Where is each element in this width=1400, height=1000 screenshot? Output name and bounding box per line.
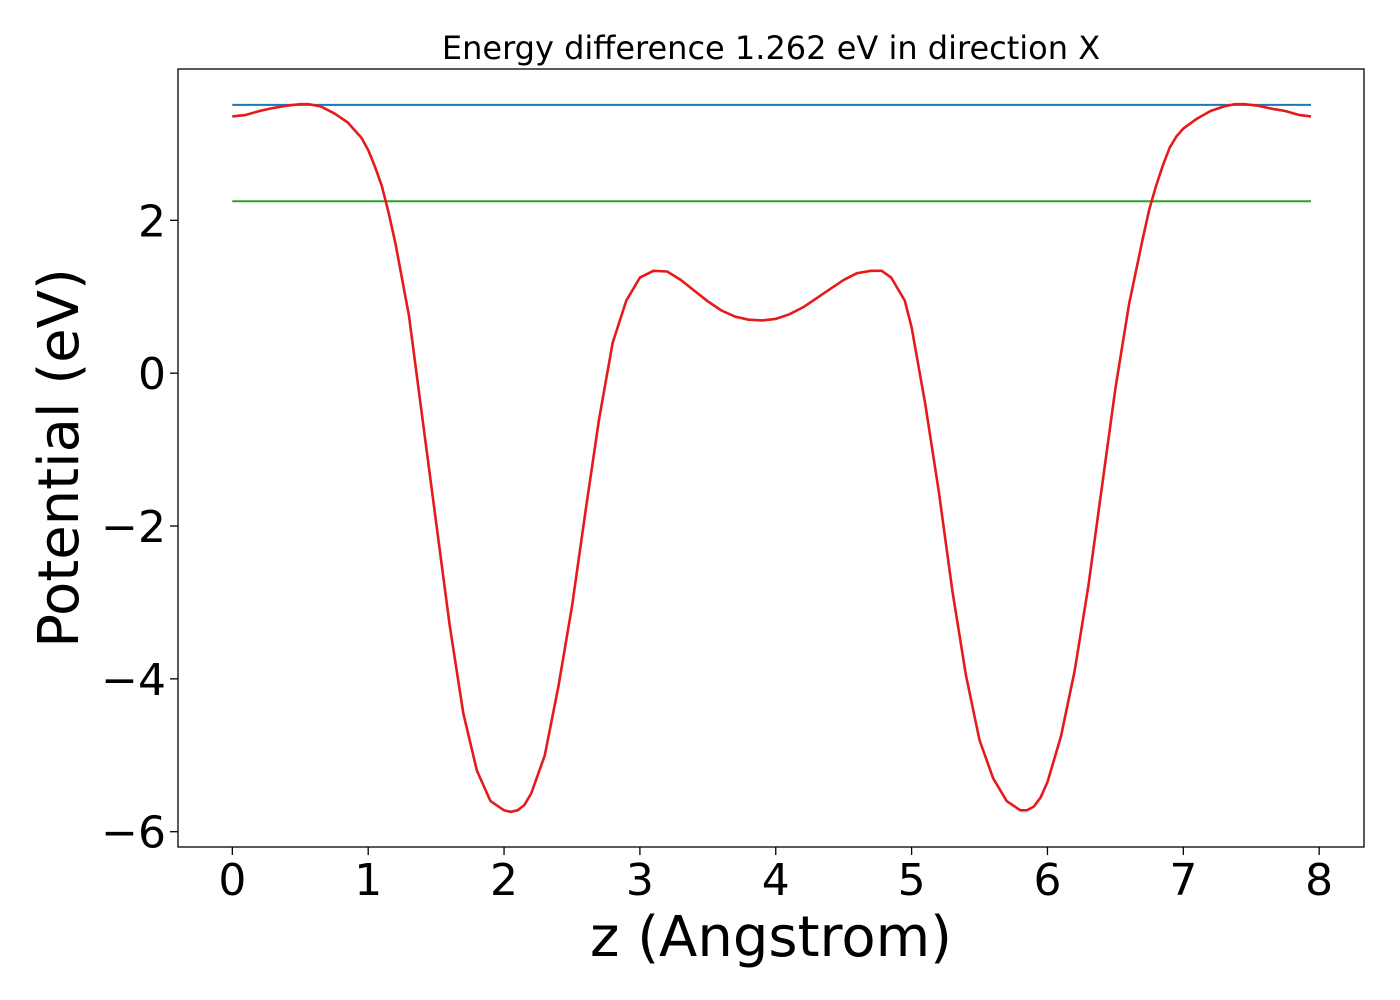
x-tick-label: 3	[626, 855, 654, 906]
y-tick-label: 2	[138, 196, 166, 247]
chart-title: Energy difference 1.262 eV in direction …	[442, 29, 1100, 67]
x-tick-label: 4	[762, 855, 790, 906]
x-tick-label: 2	[490, 855, 518, 906]
y-axis-ticks: −6 −4 −2 0 2	[101, 196, 178, 859]
x-tick-label: 0	[218, 855, 246, 906]
plot-area	[177, 68, 1365, 848]
x-axis-label: z (Angstrom)	[590, 905, 952, 970]
series-line-2	[232, 102, 1312, 814]
y-tick-label: −6	[101, 808, 166, 859]
y-tick-label: −4	[101, 655, 166, 706]
y-tick-label: 0	[138, 349, 166, 400]
y-tick-label: −2	[101, 502, 166, 553]
x-tick-label: 6	[1033, 855, 1061, 906]
axes-frame	[177, 68, 1365, 848]
series-layer	[232, 102, 1312, 814]
x-tick-label: 1	[354, 855, 382, 906]
x-tick-label: 8	[1305, 855, 1333, 906]
x-axis-ticks: 0 1 2 3 4 5 6 7 8	[218, 847, 1333, 906]
x-tick-label: 5	[898, 855, 926, 906]
x-tick-label: 7	[1169, 855, 1197, 906]
y-axis-label: Potential (eV)	[27, 268, 92, 648]
